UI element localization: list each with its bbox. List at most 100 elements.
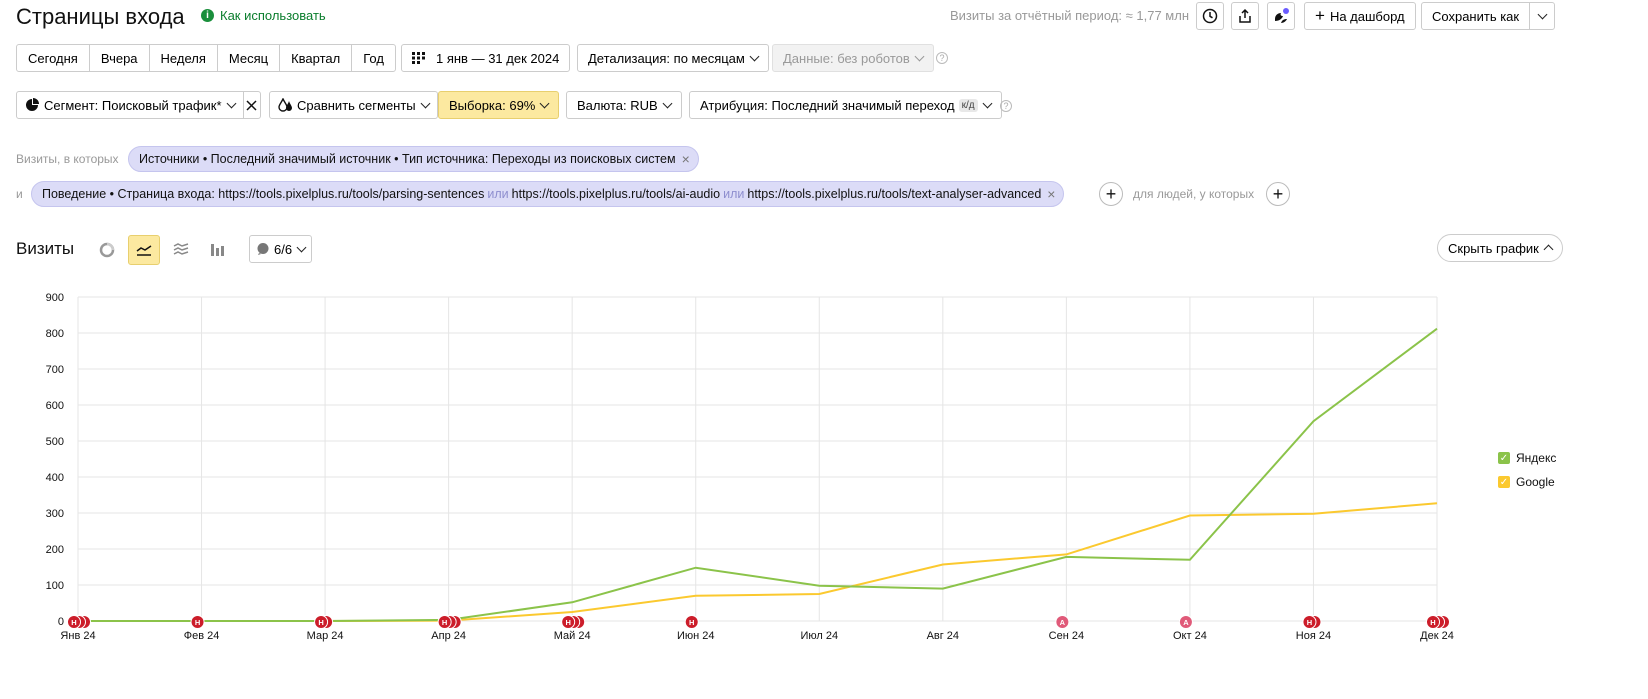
series-line-yandex — [78, 327, 1438, 622]
series-line-google — [78, 502, 1438, 622]
how-to-link[interactable]: i Как использовать — [201, 8, 326, 23]
chart-type-area-button[interactable] — [165, 235, 197, 265]
chart-title: Визиты — [16, 239, 75, 258]
chevron-down-icon — [296, 242, 307, 252]
hide-chart-button[interactable]: Скрыть график — [1437, 234, 1563, 262]
period-year[interactable]: Год — [363, 50, 384, 66]
chart-type-line-button[interactable] — [128, 235, 160, 265]
x-tick-label: Дек 24 — [1420, 630, 1454, 642]
legend-item-yandex[interactable]: ✓ Яндекс — [1498, 451, 1556, 465]
share-icon — [1239, 8, 1251, 23]
annotation-marker-label: Н — [318, 618, 323, 627]
comment-icon — [257, 243, 269, 255]
annotation-marker-label: Н — [565, 618, 570, 627]
legend-item-google[interactable]: ✓ Google — [1498, 475, 1555, 489]
y-tick-label: 700 — [46, 364, 64, 376]
save-as-dropdown[interactable] — [1529, 3, 1554, 29]
and-label: и — [16, 187, 23, 201]
add-people-condition-button[interactable]: + — [1266, 182, 1290, 206]
period-month[interactable]: Месяц — [218, 45, 281, 71]
compare-segments-dropdown[interactable]: Сравнить сегменты — [269, 91, 438, 119]
annotation-marker-label: Н — [195, 618, 200, 627]
x-tick-label: Янв 24 — [60, 630, 95, 642]
annotation-marker — [1055, 615, 1070, 629]
period-yesterday[interactable]: Вчера — [90, 45, 150, 71]
close-icon[interactable]: × — [1047, 186, 1056, 202]
save-as-button[interactable]: Сохранить как — [1421, 2, 1555, 30]
ai-assistant-button[interactable] — [1267, 2, 1295, 30]
page-title: Страницы входа — [16, 4, 185, 29]
checkbox-icon: ✓ — [1498, 452, 1510, 464]
x-tick-label: Июн 24 — [677, 630, 715, 642]
detail-dropdown[interactable]: Детализация: по месяцам — [577, 44, 769, 72]
add-visit-condition-button[interactable]: + — [1099, 182, 1123, 206]
annotation-marker-label: Н — [1430, 618, 1435, 627]
help-icon[interactable]: ? — [936, 52, 948, 64]
info-icon: i — [201, 9, 214, 22]
attribution-dropdown[interactable]: Атрибуция: Последний значимый переход к/… — [689, 91, 1002, 119]
visits-line-chart: 0 100 200 300 400 500 600 700 800 900 Янв 24 Фев 2… — [46, 292, 1454, 642]
currency-dropdown[interactable]: Валюта: RUB — [566, 91, 682, 119]
x-tick-label: Апр 24 — [431, 630, 466, 642]
chart-type-bar-button[interactable] — [202, 235, 234, 265]
plus-icon: + — [1272, 183, 1284, 204]
annotation-marker — [67, 615, 81, 629]
y-tick-label: 300 — [46, 508, 64, 520]
compare-label: Сравнить сегменты — [297, 97, 416, 113]
x-tick-label: Мар 24 — [307, 630, 344, 642]
plus-icon: + — [1105, 183, 1117, 204]
or-label: или — [723, 187, 745, 201]
segment-dropdown[interactable]: Сегмент: Поисковый трафик* — [16, 91, 261, 119]
filter-chip-entry-page-prefix: Поведение • Страница входа: https://tool… — [42, 187, 485, 201]
sample-dropdown[interactable]: Выборка: 69% — [438, 91, 560, 119]
to-dashboard-label: На дашборд — [1329, 8, 1405, 24]
period-today[interactable]: Сегодня — [17, 45, 90, 71]
filter-chip-entry-page-suffix: https://tools.pixelplus.ru/tools/text-an… — [747, 187, 1042, 201]
period-quarter[interactable]: Квартал — [280, 45, 353, 71]
y-tick-label: 400 — [46, 472, 64, 484]
chevron-down-icon — [749, 51, 760, 61]
x-tick-label: Окт 24 — [1173, 630, 1207, 642]
y-tick-label: 900 — [46, 292, 64, 304]
period-week[interactable]: Неделя — [150, 45, 218, 71]
chart-type-pie-button[interactable] — [91, 235, 123, 265]
help-icon[interactable]: ? — [1000, 100, 1012, 112]
x-tick-label: Фев 24 — [184, 630, 220, 642]
annotation-marker — [1302, 615, 1317, 629]
chevron-down-icon — [982, 98, 993, 108]
y-tick-label: 800 — [46, 328, 64, 340]
x-tick-label: Ноя 24 — [1296, 630, 1331, 642]
filter-chip-source[interactable]: Источники • Последний значимый источник … — [128, 146, 699, 172]
annotations-count: 6/6 — [274, 241, 293, 257]
y-tick-label: 500 — [46, 436, 64, 448]
filter-chip-entry-page-mid: https://tools.pixelplus.ru/tools/ai-audi… — [511, 187, 721, 201]
annotation-marker — [437, 615, 452, 629]
period-selector: Сегодня Вчера Неделя Месяц Квартал Год — [16, 44, 396, 72]
detail-label: Детализация: по месяцам — [588, 50, 745, 66]
close-icon — [246, 99, 257, 111]
currency-label: Валюта: RUB — [577, 97, 658, 113]
annotation-marker-label: Н — [1307, 618, 1312, 627]
pie-icon — [26, 98, 39, 111]
x-tick-label: Сен 24 — [1049, 630, 1084, 642]
assistant-icon — [1275, 8, 1289, 23]
date-range-picker[interactable]: 1 янв — 31 дек 2024 — [401, 44, 571, 72]
history-button[interactable] — [1196, 2, 1224, 30]
export-button[interactable] — [1231, 2, 1259, 30]
to-dashboard-button[interactable]: + На дашборд — [1304, 2, 1416, 30]
chart-series — [78, 327, 1438, 622]
annotation-marker-label: Н — [71, 618, 76, 627]
annotation-marker-label: Н — [442, 618, 447, 627]
filter-chip-entry-page[interactable]: Поведение • Страница входа: https://tool… — [31, 181, 1065, 207]
annotations-dropdown[interactable]: 6/6 — [249, 235, 313, 263]
bar-chart-icon — [211, 244, 224, 256]
clear-segment-button[interactable] — [242, 92, 260, 118]
close-icon[interactable]: × — [681, 151, 690, 167]
y-tick-label: 100 — [46, 580, 64, 592]
annotation-marker-label: Н — [689, 618, 694, 627]
hide-chart-label: Скрыть график — [1448, 240, 1539, 256]
attribution-label: Атрибуция: Последний значимый переход — [700, 97, 955, 113]
legend-label-yandex: Яндекс — [1516, 451, 1557, 465]
date-range-label: 1 янв — 31 дек 2024 — [436, 50, 560, 66]
